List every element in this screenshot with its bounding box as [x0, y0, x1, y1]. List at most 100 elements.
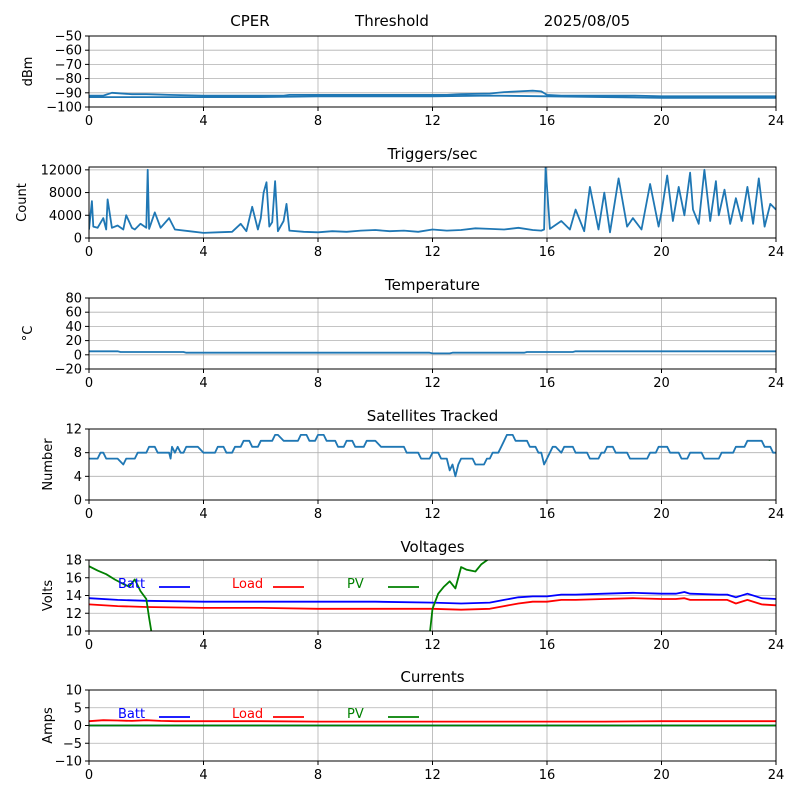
chart-title: Satellites Tracked [367, 407, 498, 425]
y-tick-label: 4 [74, 470, 82, 485]
x-tick-label: 0 [85, 507, 93, 522]
x-tick-label: 8 [314, 638, 322, 653]
y-tick-label: −50 [55, 30, 82, 45]
y-tick-label: 8000 [49, 186, 82, 201]
y-tick-label: 12 [65, 607, 82, 622]
y-tick-label: −60 [55, 44, 82, 59]
y-tick-label: 18 [65, 554, 82, 569]
x-tick-label: 12 [424, 507, 441, 522]
chart-title: Currents [400, 668, 464, 686]
chart-panel-5: 0 4 8 12 16 20 24 10 12 14 16 18 Voltages Volts Batt Lo… [41, 538, 784, 653]
x-tick-label: 8 [314, 114, 322, 129]
x-tick-label: 20 [653, 245, 670, 260]
x-tick-label: 0 [85, 768, 93, 783]
x-tick-label: 4 [199, 376, 207, 391]
y-tick-label: 10 [65, 625, 82, 640]
x-tick-label: 16 [539, 507, 556, 522]
x-tick-label: 4 [199, 507, 207, 522]
x-tick-label: 4 [199, 638, 207, 653]
y-tick-label: −20 [55, 363, 82, 378]
y-tick-label: 16 [65, 571, 82, 586]
legend-label-pv: PV [347, 707, 364, 722]
x-tick-label: 4 [199, 245, 207, 260]
y-tick-label: −5 [63, 737, 82, 752]
y-tick-label: 60 [65, 306, 82, 321]
y-tick-label: −100 [46, 101, 82, 116]
y-tick-label: 0 [74, 719, 82, 734]
x-tick-label: 0 [85, 376, 93, 391]
x-tick-label: 8 [314, 245, 322, 260]
x-tick-label: 24 [768, 376, 785, 391]
y-tick-label: 4000 [49, 209, 82, 224]
y-tick-label: 10 [65, 684, 82, 699]
y-axis-label: Count [15, 183, 30, 222]
x-tick-label: 16 [539, 245, 556, 260]
y-tick-label: 8 [74, 446, 82, 461]
y-axis-label: Volts [41, 580, 56, 612]
y-tick-label: 0 [74, 494, 82, 509]
y-tick-label: 5 [74, 701, 82, 716]
y-tick-label: 20 [65, 334, 82, 349]
x-tick-label: 24 [768, 638, 785, 653]
series-line-pv [89, 560, 771, 631]
header-mode: Threshold [354, 12, 429, 30]
series-line-1 [89, 89, 776, 98]
x-tick-label: 20 [653, 507, 670, 522]
y-axis-label: Amps [41, 707, 56, 744]
x-tick-label: 4 [199, 114, 207, 129]
y-tick-label: 14 [65, 589, 82, 604]
x-tick-label: 16 [539, 114, 556, 129]
x-tick-label: 12 [424, 245, 441, 260]
series-line-1 [89, 433, 776, 478]
x-tick-label: 0 [85, 638, 93, 653]
legend-label-batt: Batt [118, 577, 145, 592]
series-line-batt [89, 591, 776, 605]
y-tick-label: 0 [74, 232, 82, 247]
y-tick-label: 12 [65, 423, 82, 438]
series-line-1 [89, 350, 776, 355]
chart-title: Temperature [384, 276, 480, 294]
y-axis-label: °C [21, 326, 36, 342]
x-tick-label: 8 [314, 376, 322, 391]
chart-title: Triggers/sec [387, 145, 478, 163]
y-tick-label: 40 [65, 320, 82, 335]
x-tick-label: 20 [653, 114, 670, 129]
x-tick-label: 20 [653, 376, 670, 391]
x-tick-label: 20 [653, 638, 670, 653]
x-tick-label: 4 [199, 768, 207, 783]
legend-label-pv: PV [347, 577, 364, 592]
y-axis-label: dBm [21, 57, 36, 87]
x-tick-label: 8 [314, 768, 322, 783]
y-tick-label: −70 [55, 58, 82, 73]
chart-title: Voltages [400, 538, 464, 556]
legend-label-load: Load [232, 577, 263, 592]
x-tick-label: 24 [768, 245, 785, 260]
chart-panel-1: 0 4 8 12 16 20 24 −100−90−80−70−60−50 dBm [21, 30, 784, 130]
x-tick-label: 12 [424, 768, 441, 783]
x-tick-label: 24 [768, 114, 785, 129]
x-tick-label: 0 [85, 114, 93, 129]
legend-label-load: Load [232, 707, 263, 722]
y-axis-label: Number [41, 438, 56, 491]
legend-label-batt: Batt [118, 707, 145, 722]
y-tick-label: 80 [65, 292, 82, 307]
y-tick-label: 12000 [41, 163, 82, 178]
series-line-1 [89, 167, 776, 234]
x-tick-label: 16 [539, 376, 556, 391]
series-line-load [89, 719, 776, 723]
x-tick-label: 12 [424, 376, 441, 391]
x-tick-label: 24 [768, 507, 785, 522]
x-tick-label: 12 [424, 638, 441, 653]
x-tick-label: 16 [539, 638, 556, 653]
y-tick-label: −90 [55, 86, 82, 101]
series-line-2 [89, 94, 776, 99]
chart-panel-2: 0 4 8 12 16 20 24 0 4000 8000 12000 Triggers/sec Cou… [15, 145, 784, 260]
header-date: 2025/08/05 [544, 12, 630, 30]
x-tick-label: 24 [768, 768, 785, 783]
x-tick-label: 16 [539, 768, 556, 783]
x-tick-label: 20 [653, 768, 670, 783]
x-tick-label: 8 [314, 507, 322, 522]
y-tick-label: 0 [74, 348, 82, 363]
